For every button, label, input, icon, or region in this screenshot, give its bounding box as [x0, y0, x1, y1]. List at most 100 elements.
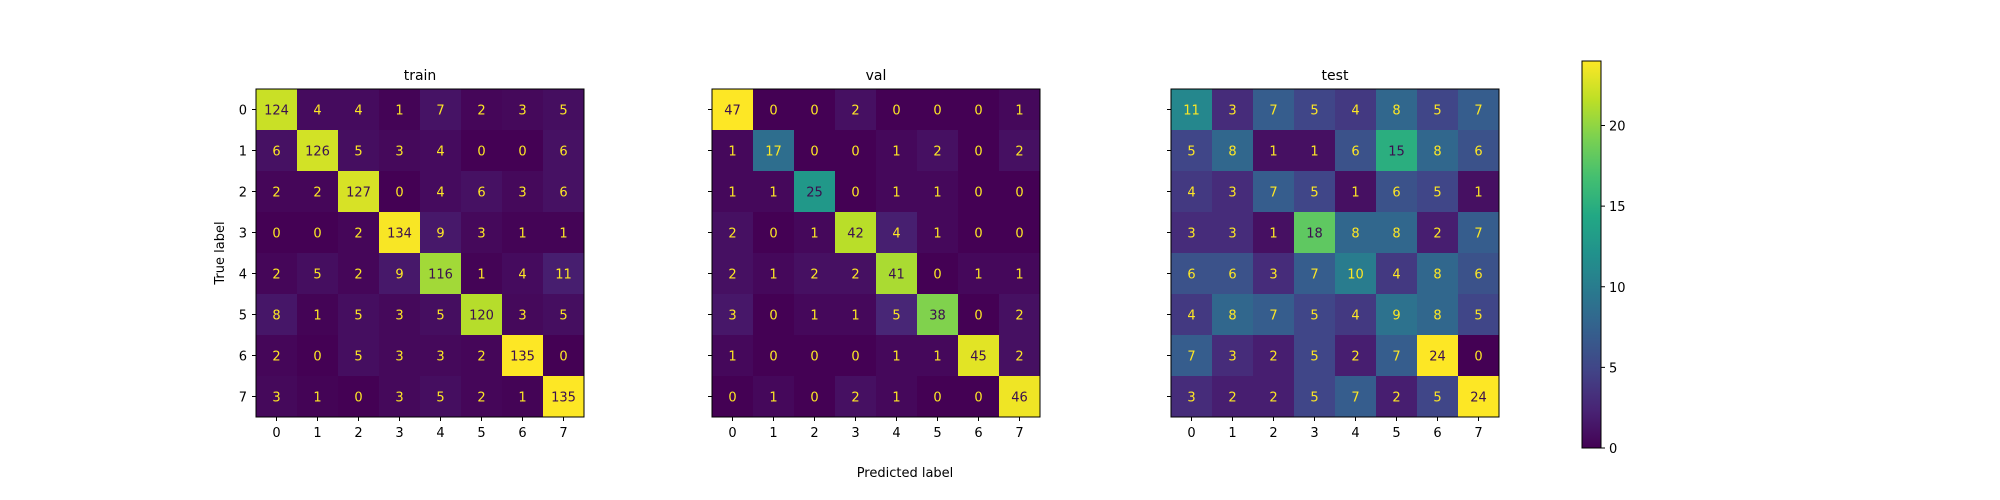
cell-value-label: 5 [1310, 186, 1318, 201]
heatmap-cell [712, 171, 753, 212]
heatmap-cell [338, 253, 379, 294]
heatmap-cell [256, 294, 297, 335]
heatmap-cell [958, 171, 999, 212]
cell-value-label: 8 [1433, 309, 1441, 324]
cell-value-label: 2 [272, 350, 280, 365]
heatmap-cell [1294, 253, 1335, 294]
heatmap-cell [712, 294, 753, 335]
cell-value-label: 7 [1310, 268, 1318, 283]
cell-value-label: 0 [810, 350, 818, 365]
cell-value-label: 120 [469, 309, 494, 324]
heatmap-cell [1294, 376, 1335, 417]
cell-value-label: 0 [933, 268, 941, 283]
cell-value-label: 18 [1306, 227, 1323, 242]
cell-value-label: 3 [477, 227, 485, 242]
heatmap-cell [1171, 335, 1212, 376]
cell-value-label: 2 [477, 391, 485, 406]
heatmap-cell [420, 212, 461, 253]
cell-value-label: 4 [313, 104, 321, 119]
cell-value-label: 6 [1187, 268, 1195, 283]
cell-value-label: 2 [477, 350, 485, 365]
cell-value-label: 2 [851, 268, 859, 283]
cell-value-label: 2 [851, 391, 859, 406]
x-tick-label: 2 [810, 426, 818, 441]
heatmap-cell [1417, 253, 1458, 294]
cell-value-label: 4 [892, 227, 900, 242]
cell-value-label: 5 [1310, 391, 1318, 406]
cell-value-label: 4 [1351, 309, 1359, 324]
heatmap-cell [502, 171, 543, 212]
heatmap-cell [876, 171, 917, 212]
heatmap-cell [256, 212, 297, 253]
x-tick-label: 5 [477, 426, 485, 441]
heatmap-cell [958, 376, 999, 417]
cell-value-label: 0 [1474, 350, 1482, 365]
cell-value-label: 42 [847, 227, 864, 242]
colorbar-tick-label: 10 [1609, 281, 1626, 296]
heatmap-cell [876, 294, 917, 335]
x-tick-label: 4 [892, 426, 900, 441]
heatmap-cell [1458, 253, 1499, 294]
x-tick-label: 0 [1187, 426, 1195, 441]
heatmap-cell [999, 171, 1040, 212]
cell-value-label: 41 [888, 268, 905, 283]
cell-value-label: 116 [428, 268, 453, 283]
heatmap-cell [835, 294, 876, 335]
cell-value-label: 8 [1392, 227, 1400, 242]
heatmap-cell [1458, 89, 1499, 130]
heatmap-cell [1376, 253, 1417, 294]
heatmap-cell [1253, 253, 1294, 294]
heatmap-cell [1253, 294, 1294, 335]
heatmap-cell [917, 335, 958, 376]
heatmap-cell [794, 212, 835, 253]
heatmap-cell [917, 89, 958, 130]
heatmap-cell [297, 130, 338, 171]
heatmap-cell [502, 253, 543, 294]
x-tick-label: 6 [974, 426, 982, 441]
cell-value-label: 1 [559, 227, 567, 242]
cell-value-label: 2 [1269, 350, 1277, 365]
cell-value-label: 8 [1433, 268, 1441, 283]
cell-value-label: 1 [769, 186, 777, 201]
cell-value-label: 0 [769, 350, 777, 365]
heatmap-cell [1335, 376, 1376, 417]
heatmap-cell [338, 212, 379, 253]
cell-value-label: 4 [518, 268, 526, 283]
cell-value-label: 2 [1269, 391, 1277, 406]
heatmap-cell [1417, 376, 1458, 417]
x-tick-label: 7 [1474, 426, 1482, 441]
heatmap-cell [794, 294, 835, 335]
heatmap-cell [1294, 294, 1335, 335]
heatmap-cell [876, 335, 917, 376]
cell-value-label: 4 [1392, 268, 1400, 283]
cell-value-label: 0 [933, 104, 941, 119]
cell-value-label: 0 [810, 104, 818, 119]
heatmap-cell [712, 212, 753, 253]
heatmap-cell [1212, 294, 1253, 335]
heatmap-cell [420, 376, 461, 417]
heatmap-cell [1335, 253, 1376, 294]
cell-value-label: 1 [851, 309, 859, 324]
cell-value-label: 2 [810, 268, 818, 283]
cell-value-label: 7 [1269, 186, 1277, 201]
heatmap-cell [794, 376, 835, 417]
heatmap-cell [543, 335, 584, 376]
colorbar-tick-label: 15 [1609, 200, 1626, 215]
cell-value-label: 5 [892, 309, 900, 324]
heatmap-cell [543, 171, 584, 212]
heatmap-cell [1253, 89, 1294, 130]
cell-value-label: 1 [728, 145, 736, 160]
cell-value-label: 4 [436, 145, 444, 160]
cell-value-label: 3 [395, 309, 403, 324]
heatmap-cell [835, 212, 876, 253]
heatmap-cell [917, 130, 958, 171]
x-tick-label: 5 [933, 426, 941, 441]
cell-value-label: 5 [436, 309, 444, 324]
heatmap-cell [420, 253, 461, 294]
cell-value-label: 4 [436, 186, 444, 201]
cell-value-label: 6 [1474, 268, 1482, 283]
heatmap-cell [1458, 130, 1499, 171]
cell-value-label: 0 [1015, 227, 1023, 242]
cell-value-label: 1 [1015, 104, 1023, 119]
